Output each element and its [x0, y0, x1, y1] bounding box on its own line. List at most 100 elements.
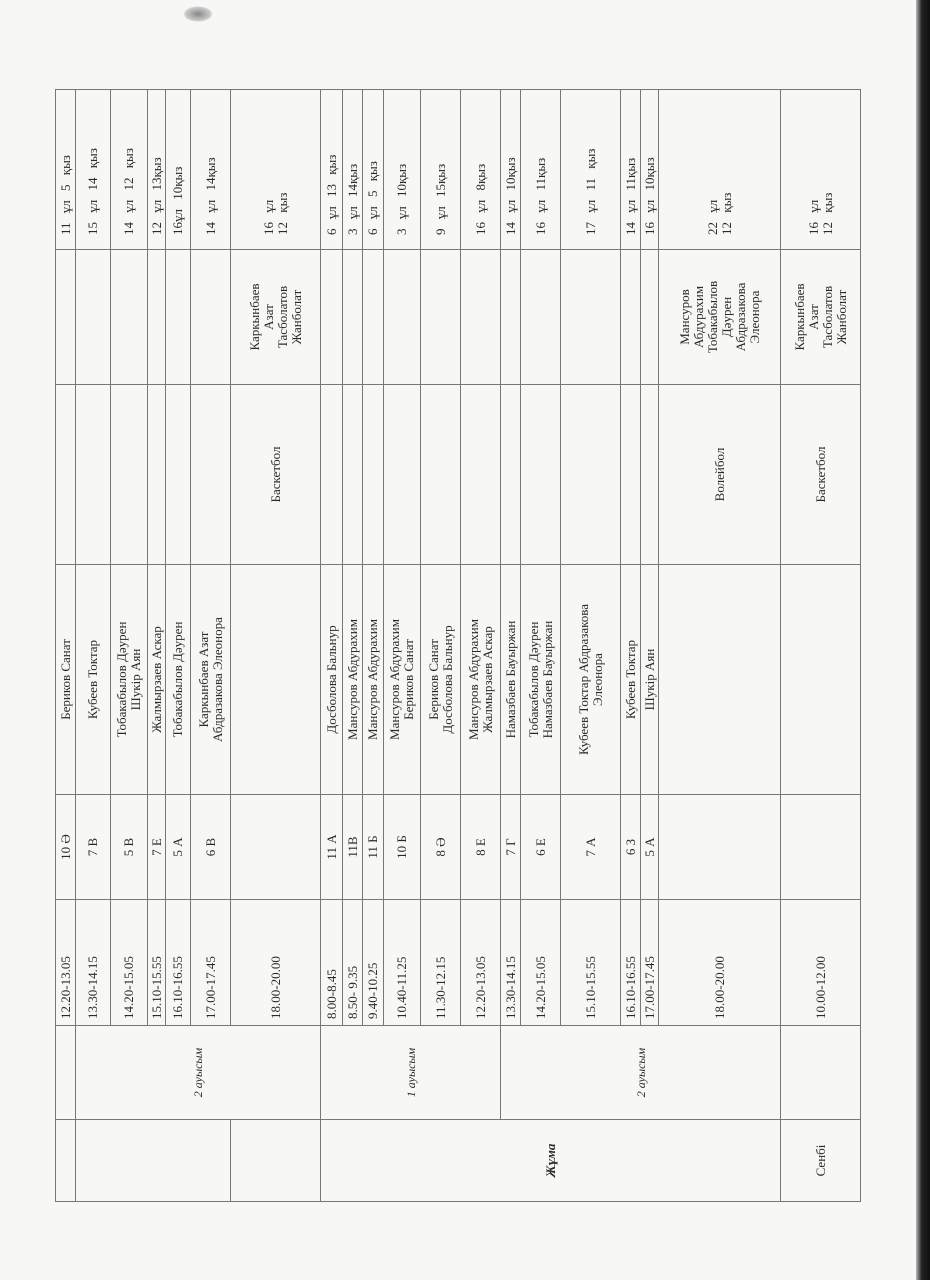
teacher-names-cell-text: Мансуров Абдурахим: [387, 619, 402, 740]
teacher-names-cell: [658, 564, 781, 795]
sport-cell: Волейбол: [658, 384, 781, 565]
teacher-names-cell: Кубеев Токтар: [75, 564, 111, 795]
time-cell: 10.40-11.25: [383, 899, 421, 1026]
time-cell: 16.10-16.55: [165, 899, 191, 1026]
team-names-cell-text: Дәурен: [718, 296, 734, 338]
teacher-names-cell: Намазбаев Бауыржан: [500, 564, 521, 795]
sport-cell: [165, 384, 191, 565]
time-cell: 10.00-12.00: [780, 899, 861, 1026]
time-cell: 12.20-13.05: [55, 899, 76, 1026]
sport-cell-text: Волейбол: [711, 447, 727, 502]
team-names-cell-text: Жанболат: [833, 289, 849, 345]
class-cell: 10 Б: [383, 794, 421, 900]
sport-cell: [560, 384, 621, 565]
time-cell: 9.40-10.25: [362, 899, 384, 1026]
time-cell-text: 11.30-12.15: [432, 956, 448, 1019]
student-count-cell-text: 12 қыз: [819, 192, 835, 235]
sport-cell: [383, 384, 421, 565]
team-names-cell-text: Азат: [260, 304, 276, 330]
sport-cell: [190, 384, 231, 565]
time-cell: 17.00-17.45: [640, 899, 659, 1026]
class-cell-text: 10 Ә: [57, 834, 73, 860]
student-count-cell-text: 9 ұл 15қыз: [432, 163, 448, 235]
time-cell-text: 12.20-13.05: [57, 956, 73, 1019]
student-count-cell: 22 ұл 12 қыз: [658, 89, 781, 250]
team-names-cell-text: Элеонора: [746, 290, 762, 344]
class-cell: 6 В: [190, 794, 231, 900]
teacher-names-cell: [780, 564, 861, 795]
day-cell: [75, 1119, 231, 1202]
teacher-names-cell: Мансуров Абдурахим: [342, 564, 363, 795]
sport-cell: [460, 384, 501, 565]
class-cell: 11В: [342, 794, 363, 900]
teacher-names-cell-text: Абдразакова Элеонора: [209, 617, 225, 742]
schedule-row: Сенбі 10.00-12.00 Баскетбол Каркынбаев Азат Т…: [780, 89, 861, 1202]
class-cell-text: 8 Е: [472, 838, 488, 856]
student-count-cell-text: 3 ұл 10қыз: [394, 163, 409, 235]
student-count-cell-text: 16ұл 10қыз: [170, 166, 185, 235]
time-cell-text: 10.00-12.00: [812, 956, 828, 1019]
schedule-sheet: 12.20-13.05 10 Ә Бериков Санат 11 ұл 5 қыз 2…: [55, 89, 861, 1202]
class-cell-text: 6 Е: [532, 838, 548, 856]
time-cell-text: 8.00-8.45: [323, 969, 339, 1019]
shift-cell: [780, 1025, 861, 1120]
student-count-cell: 14 ұл 11қыз: [620, 89, 641, 250]
time-cell-text: 16.10-16.55: [622, 956, 638, 1019]
student-count-cell: 16 ұл 11қыз: [520, 89, 561, 250]
student-count-cell-text: 6 ұл 5 қыз: [365, 161, 380, 235]
student-count-cell-text: 15 ұл 14 қыз: [85, 148, 100, 235]
student-count-cell-text: 17 ұл 11 қыз: [582, 148, 598, 235]
class-cell: 7 В: [75, 794, 111, 900]
team-names-cell: [560, 249, 621, 385]
teacher-names-cell: Кубеев Токтар: [620, 564, 641, 795]
team-names-cell: [147, 249, 166, 385]
team-names-cell-text: Азат: [805, 304, 821, 330]
student-count-cell: 16 ұл 8қыз: [460, 89, 501, 250]
class-cell: 7 А: [560, 794, 621, 900]
time-cell-text: 15.10-15.55: [582, 956, 598, 1019]
class-cell-text: 5 В: [121, 837, 136, 857]
student-count-cell-text: 6 ұл 13 қыз: [323, 154, 339, 235]
teacher-names-cell-text: Тобакабылов Дәурен: [170, 621, 185, 738]
time-cell-text: 18.00-20.00: [267, 956, 283, 1019]
class-cell: 10 Ә: [55, 794, 76, 900]
student-count-cell-text: 16 ұл 8қыз: [472, 163, 488, 235]
teacher-names-cell-text: Бериков Санат: [401, 639, 416, 720]
student-count-cell: 14 ұл 10қыз: [500, 89, 521, 250]
time-cell-text: 13.30-14.15: [502, 956, 518, 1019]
class-cell-text: 7 Е: [148, 838, 164, 856]
student-count-cell-text: 14 ұл 12 қыз: [121, 148, 136, 235]
student-count-cell-text: 22 ұл: [704, 199, 720, 235]
time-cell-text: 9.40-10.25: [365, 962, 380, 1019]
sport-cell: [342, 384, 363, 565]
shift-cell: 2 ауысым: [500, 1025, 781, 1120]
student-count-cell-text: 3 ұл 14қыз: [344, 163, 360, 235]
shift-cell: 2 ауысым: [75, 1025, 321, 1120]
team-names-cell: [165, 249, 191, 385]
sport-cell: [620, 384, 641, 565]
student-count-cell-text: 16 ұл: [805, 199, 821, 235]
student-count-cell: 14 ұл 14қыз: [190, 89, 231, 250]
teacher-names-cell: Досболова Бальнур: [320, 564, 343, 795]
teacher-names-cell: Мансуров Абдурахим Бериков Санат: [383, 564, 421, 795]
sport-cell-text: Баскетбол: [267, 446, 283, 503]
time-cell-text: 18.00-20.00: [711, 956, 727, 1019]
team-names-cell-text: Мансуров: [676, 289, 692, 345]
time-cell: 15.10-15.55: [147, 899, 166, 1026]
sport-cell-text: Баскетбол: [812, 446, 828, 503]
teacher-names-cell-text: Досболова Бальнур: [439, 625, 455, 734]
student-count-cell-text: 12 қыз: [274, 192, 290, 235]
teacher-names-cell: Жалмырзаев Аскар: [147, 564, 166, 795]
team-names-cell: [362, 249, 384, 385]
team-names-cell: [110, 249, 148, 385]
time-cell-text: 12.20-13.05: [472, 956, 488, 1019]
teacher-names-cell-text: Кубеев Токтар Абдразакова: [575, 603, 591, 756]
day-cell: [230, 1119, 321, 1202]
class-cell-text: 11 Б: [365, 835, 380, 859]
time-cell: 16.10-16.55: [620, 899, 641, 1026]
teacher-names-cell-text: Мансуров Абдурахим: [344, 619, 360, 740]
team-names-cell: [520, 249, 561, 385]
student-count-cell-text: 12 ұл 13қыз: [148, 157, 164, 235]
student-count-cell-text: 14 ұл 14қыз: [202, 157, 218, 235]
time-cell-text: 13.30-14.15: [85, 956, 100, 1019]
